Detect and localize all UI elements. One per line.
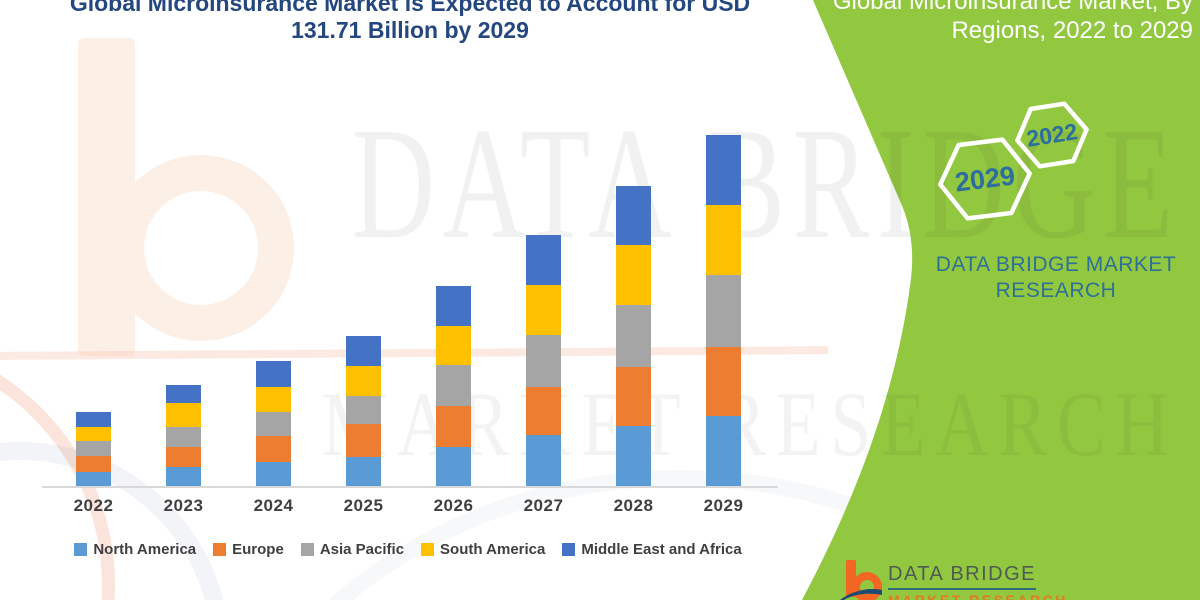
x-axis-label-2026: 2026 [433, 496, 474, 515]
bar-column-2025 [346, 335, 381, 487]
bar-column-2028 [616, 185, 651, 487]
hexagon-2022-label: 2022 [1024, 117, 1080, 152]
x-axis-label-2027: 2027 [523, 496, 564, 515]
legend-swatch-icon [74, 543, 88, 556]
bar-segment [436, 446, 471, 487]
hexagon-2022: 2022 [1009, 96, 1094, 173]
side-panel-title-line2: Regions, 2022 to 2029 [951, 17, 1193, 44]
chart-title: Global Microinsurance Market is Expected… [15, 0, 805, 44]
bar-segment [346, 457, 381, 487]
legend-swatch-icon [213, 543, 227, 556]
footer-logo-icon [840, 560, 882, 600]
bar-segment [166, 403, 201, 427]
side-panel-title-line1: Global Microinsurance Market, By [832, 0, 1193, 15]
bar-segment [436, 326, 471, 366]
bar-column-2027 [526, 235, 561, 487]
bar-column-2022 [76, 411, 111, 487]
legend-label: Europe [232, 541, 284, 558]
bar-segment [526, 235, 561, 285]
hexagon-2029: 2029 [932, 132, 1037, 225]
x-axis-label-2028: 2028 [613, 496, 654, 515]
hexagon-2029-outline [938, 137, 1032, 221]
x-axis-label-2029: 2029 [703, 496, 744, 515]
bar-segment [706, 204, 741, 275]
bar-segment [616, 185, 651, 246]
bar-segment [616, 426, 651, 487]
footer-brand-text: DATA BRIDGE [888, 563, 1037, 585]
legend-label: Middle East and Africa [581, 541, 742, 558]
bar-segment [166, 446, 201, 468]
side-panel-brand-line2: RESEARCH [995, 279, 1117, 302]
legend-item: North America [74, 541, 196, 558]
bar-segment [76, 456, 111, 472]
side-panel-title: Global Microinsurance Market, By Regions… [773, 0, 1193, 45]
x-axis-line [42, 486, 778, 488]
legend-item: Europe [213, 541, 284, 558]
chart-title-line2: 131.71 Billion by 2029 [291, 17, 529, 43]
bar-segment [76, 440, 111, 456]
bar-segment [616, 245, 651, 306]
bar-column-2026 [436, 285, 471, 487]
side-panel-brand-line1: DATA BRIDGE MARKET [935, 253, 1177, 276]
watermark-text-brand: DATA BRIDGE [352, 94, 1181, 272]
bar-segment [616, 366, 651, 427]
bar-segment [706, 416, 741, 487]
legend-item: Asia Pacific [300, 541, 405, 558]
footer-brand-underline [888, 588, 1036, 590]
bar-segment [76, 471, 111, 487]
bar-segment [436, 285, 471, 327]
bar-segment [706, 274, 741, 347]
bar-segment [706, 346, 741, 417]
bar-segment [526, 386, 561, 436]
bar-segment [436, 406, 471, 447]
legend-swatch-icon [421, 543, 435, 556]
bar-column-2023 [166, 385, 201, 487]
legend-label: North America [93, 541, 197, 558]
x-axis-label-2022: 2022 [73, 496, 114, 515]
bar-segment [166, 385, 201, 404]
bar-segment [526, 334, 561, 387]
footer-brand-block: DATA BRIDGE MARKET RESEARCH [838, 557, 1118, 600]
bar-segment [346, 424, 381, 458]
bar-segment [526, 284, 561, 335]
legend-swatch-icon [300, 543, 314, 556]
bar-segment [256, 461, 291, 487]
bar-segment [346, 396, 381, 425]
x-axis-label-2025: 2025 [343, 496, 384, 515]
bar-segment [76, 426, 111, 441]
bar-segment [346, 335, 381, 367]
bar-segment [256, 412, 291, 437]
bar-segment [436, 365, 471, 407]
hexagon-2022-outline [1015, 101, 1089, 169]
legend-item: South America [421, 541, 545, 558]
legend-label: Asia Pacific [319, 541, 405, 558]
bar-segment [346, 366, 381, 397]
bar-segment [256, 436, 291, 462]
side-panel-brand: DATA BRIDGE MARKET RESEARCH [918, 252, 1194, 304]
chart-title-line1: Global Microinsurance Market is Expected… [69, 0, 751, 16]
bar-segment [256, 360, 291, 388]
bar-column-2029 [706, 134, 741, 487]
bar-column-2024 [256, 360, 291, 487]
bar-segment [526, 435, 561, 487]
chart-legend: North America Europe Asia Pacific South Ame… [30, 541, 786, 558]
bar-segment [706, 134, 741, 205]
bar-segment [76, 411, 111, 427]
bar-segment [166, 467, 201, 487]
legend-item: Middle East and Africa [562, 541, 742, 558]
x-axis-label-2023: 2023 [163, 496, 204, 515]
x-axis-label-2024: 2024 [253, 496, 294, 515]
footer-subbrand-text: MARKET RESEARCH [888, 592, 1068, 600]
legend-label: South America [440, 541, 546, 558]
bar-segment [256, 387, 291, 413]
bar-segment [616, 305, 651, 367]
bar-segment [166, 426, 201, 447]
legend-swatch-icon [562, 543, 576, 556]
